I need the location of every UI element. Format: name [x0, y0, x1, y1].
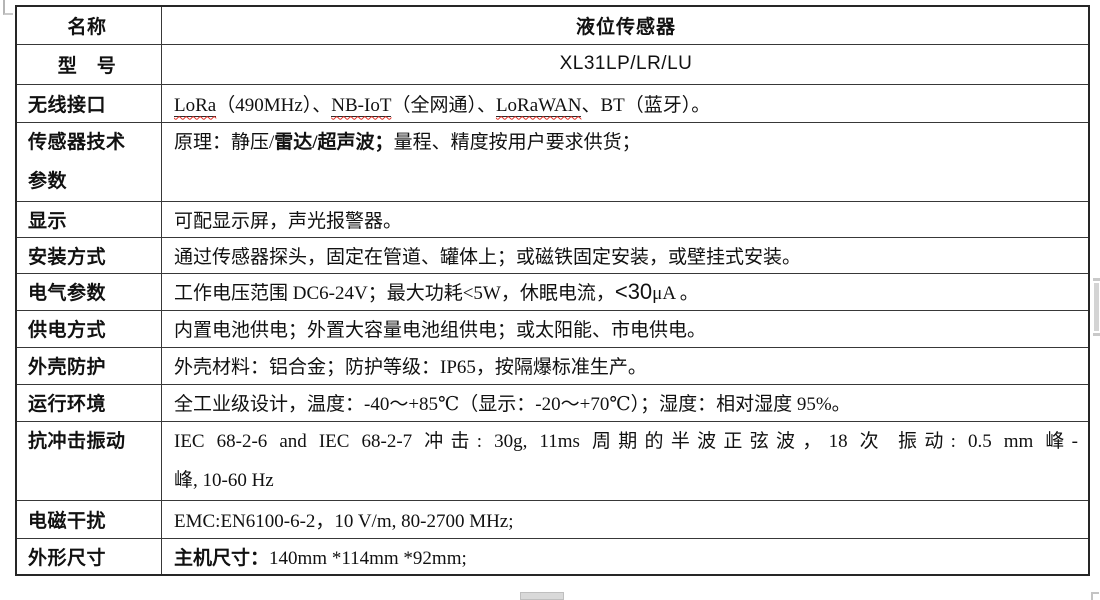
spec-row-sensor-tech-params-line-1: 原理：静压/雷达/超声波；量程、精度按用户要求供货；	[174, 123, 1078, 162]
spec-row-power-supply-line-1: 内置电池供电；外置大容量电池组供电；或太阳能、市电供电。	[174, 315, 1078, 342]
spec-row-model-label: 型 号	[15, 43, 162, 85]
spec-row-emc-line-1: EMC:EN6100-6-2，10 V/m, 80-2700 MHz;	[174, 506, 1078, 533]
text-segment: 可配显示屏，声光报警器。	[174, 210, 403, 232]
text-segment: 液位传感器	[575, 16, 676, 38]
spec-row-enclosure-protection-label: 外壳防护	[15, 346, 162, 385]
spec-row-enclosure-protection: 外壳防护 外壳材料：铝合金；防护等级：IP65，按隔爆标准生产。	[15, 346, 1090, 385]
spec-row-display-line-1: 可配显示屏，声光报警器。	[174, 206, 1078, 233]
spec-row-display-label: 显示	[15, 200, 162, 238]
spec-row-operating-environment-label: 运行环境	[15, 383, 162, 422]
spec-row-electrical-params-line-1: 工作电压范围 DC6-24V；最大功耗<5W，休眠电流，<30μA 。	[174, 278, 1078, 305]
text-segment: 全工业级设计，温度：-40～+85℃（显示：-20～+70℃）；湿度：相对湿度 …	[174, 394, 851, 415]
spec-table-body: 名称 液位传感器型 号 XL31LP/LR/LU 无线接口 LoRa（490MHz）、N…	[15, 5, 1090, 576]
text-segment: XL31LP/LR/LU	[559, 53, 693, 74]
spec-row-shock-vibration-line-1: IEC 68-2-6 and IEC 68-2-7 冲击: 30g, 11ms …	[174, 422, 1078, 461]
spec-row-name: 名称 液位传感器	[15, 5, 1090, 45]
text-segment: （490MHz）、	[216, 94, 332, 116]
text-segment: 原理：静压/	[174, 131, 275, 153]
text-segment: IEC 68-2-6 and IEC 68-2-7 冲击: 30g, 11ms …	[174, 430, 1078, 452]
text-segment: μA 。	[652, 283, 699, 304]
spec-row-power-supply-label: 供电方式	[15, 309, 162, 348]
spec-row-shock-vibration-value: IEC 68-2-6 and IEC 68-2-7 冲击: 30g, 11ms …	[161, 420, 1090, 501]
text-segment: （全网通）、	[391, 94, 496, 116]
vertical-scrollbar-tick-top	[1093, 278, 1100, 281]
horizontal-scrollbar-thumb[interactable]	[520, 592, 564, 600]
spec-row-operating-environment-line-1: 全工业级设计，温度：-40～+85℃（显示：-20～+70℃）；湿度：相对湿度 …	[174, 389, 1078, 416]
spec-row-operating-environment: 运行环境 全工业级设计，温度：-40～+85℃（显示：-20～+70℃）；湿度：相…	[15, 383, 1090, 422]
spec-row-shock-vibration: 抗冲击振动 IEC 68-2-6 and IEC 68-2-7 冲击: 30g, …	[15, 420, 1090, 501]
spec-table: 名称 液位传感器型 号 XL31LP/LR/LU 无线接口 LoRa（490MHz）、N…	[15, 5, 1090, 576]
spec-row-sensor-tech-params-label: 传感器技术 参数	[15, 121, 162, 202]
spec-row-enclosure-protection-value: 外壳材料：铝合金；防护等级：IP65，按隔爆标准生产。	[161, 346, 1090, 385]
spec-row-display-value: 可配显示屏，声光报警器。	[161, 200, 1090, 238]
spec-row-display: 显示 可配显示屏，声光报警器。	[15, 200, 1090, 238]
text-segment: EMC:EN6100-6-2，10 V/m, 80-2700 MHz;	[174, 510, 514, 532]
spec-row-dimensions-label: 外形尺寸	[15, 537, 162, 576]
spec-row-model-line-1: XL31LP/LR/LU	[174, 53, 1078, 75]
spec-row-emc: 电磁干扰 EMC:EN6100-6-2，10 V/m, 80-2700 MHz;	[15, 499, 1090, 539]
spec-row-name-label: 名称	[15, 5, 162, 45]
spec-row-electrical-params: 电气参数 工作电压范围 DC6-24V；最大功耗<5W，休眠电流，<30μA 。	[15, 272, 1090, 311]
spec-row-installation-value: 通过传感器探头，固定在管道、罐体上；或磁铁固定安装，或壁挂式安装。	[161, 236, 1090, 274]
spec-row-wireless-interface: 无线接口 LoRa（490MHz）、NB-IoT（全网通）、LoRaWAN、BT（…	[15, 83, 1090, 123]
resize-corner-artifact	[1091, 592, 1099, 600]
vertical-scrollbar-tick-bottom	[1093, 333, 1100, 336]
spec-row-power-supply-value: 内置电池供电；外置大容量电池组供电；或太阳能、市电供电。	[161, 309, 1090, 348]
text-segment: 工作电压范围 DC6-24V；最大功耗<5W，休眠电流，	[174, 283, 615, 304]
spec-row-installation-label: 安装方式	[15, 236, 162, 274]
spellcheck-flagged-term: LoRa	[174, 94, 217, 117]
spec-row-electrical-params-label: 电气参数	[15, 272, 162, 311]
vertical-scrollbar-thumb[interactable]	[1094, 283, 1099, 331]
spec-row-emc-value: EMC:EN6100-6-2，10 V/m, 80-2700 MHz;	[161, 499, 1090, 539]
spec-row-dimensions: 外形尺寸 主机尺寸：140mm *114mm *92mm;	[15, 537, 1090, 576]
spec-row-sensor-tech-params: 传感器技术 参数 原理：静压/雷达/超声波；量程、精度按用户要求供货；	[15, 121, 1090, 202]
spec-row-power-supply: 供电方式 内置电池供电；外置大容量电池组供电；或太阳能、市电供电。	[15, 309, 1090, 348]
text-segment: 主机尺寸：	[174, 547, 270, 569]
spec-row-name-value: 液位传感器	[161, 5, 1090, 45]
spellcheck-flagged-term: LoRaWAN	[495, 94, 582, 117]
spec-row-name-line-1: 液位传感器	[174, 12, 1078, 39]
text-segment: 量程、精度按用户要求供货；	[393, 131, 641, 153]
spec-row-wireless-interface-label: 无线接口	[15, 83, 162, 123]
spec-row-operating-environment-value: 全工业级设计，温度：-40～+85℃（显示：-20～+70℃）；湿度：相对湿度 …	[161, 383, 1090, 422]
spec-row-model-value: XL31LP/LR/LU	[161, 43, 1090, 85]
text-segment: 140mm *114mm *92mm;	[269, 547, 467, 569]
text-segment: 通过传感器探头，固定在管道、罐体上；或磁铁固定安装，或壁挂式安装。	[174, 246, 802, 268]
spec-row-shock-vibration-line-2: 峰, 10-60 Hz	[174, 461, 1078, 500]
spec-row-installation-line-1: 通过传感器探头，固定在管道、罐体上；或磁铁固定安装，或壁挂式安装。	[174, 242, 1078, 269]
spec-row-dimensions-line-1: 主机尺寸：140mm *114mm *92mm;	[174, 543, 1078, 570]
spec-row-model: 型 号 XL31LP/LR/LU	[15, 43, 1090, 85]
spec-row-wireless-interface-value: LoRa（490MHz）、NB-IoT（全网通）、LoRaWAN、BT（蓝牙）。	[161, 83, 1090, 123]
spec-row-enclosure-protection-line-1: 外壳材料：铝合金；防护等级：IP65，按隔爆标准生产。	[174, 352, 1078, 379]
table-move-handle-artifact	[3, 0, 13, 15]
spec-row-wireless-interface-line-1: LoRa（490MHz）、NB-IoT（全网通）、LoRaWAN、BT（蓝牙）。	[174, 90, 1078, 117]
spellcheck-flagged-term: NB-IoT	[331, 94, 392, 117]
spec-row-emc-label: 电磁干扰	[15, 499, 162, 539]
text-segment: 内置电池供电；外置大容量电池组供电；或太阳能、市电供电。	[174, 320, 707, 341]
spec-row-installation: 安装方式 通过传感器探头，固定在管道、罐体上；或磁铁固定安装，或壁挂式安装。	[15, 236, 1090, 274]
text-segment: 外壳材料：铝合金；防护等级：IP65，按隔爆标准生产。	[174, 357, 647, 378]
spec-row-dimensions-value: 主机尺寸：140mm *114mm *92mm;	[161, 537, 1090, 576]
text-segment: 、BT（蓝牙）。	[581, 94, 711, 116]
spec-row-sensor-tech-params-value: 原理：静压/雷达/超声波；量程、精度按用户要求供货；	[161, 121, 1090, 202]
spec-row-shock-vibration-label: 抗冲击振动	[15, 420, 162, 501]
spec-row-electrical-params-value: 工作电压范围 DC6-24V；最大功耗<5W，休眠电流，<30μA 。	[161, 272, 1090, 311]
text-segment: <30	[614, 279, 653, 304]
text-segment: 雷达/超声波；	[274, 131, 394, 153]
text-segment: 峰, 10-60 Hz	[174, 469, 274, 491]
